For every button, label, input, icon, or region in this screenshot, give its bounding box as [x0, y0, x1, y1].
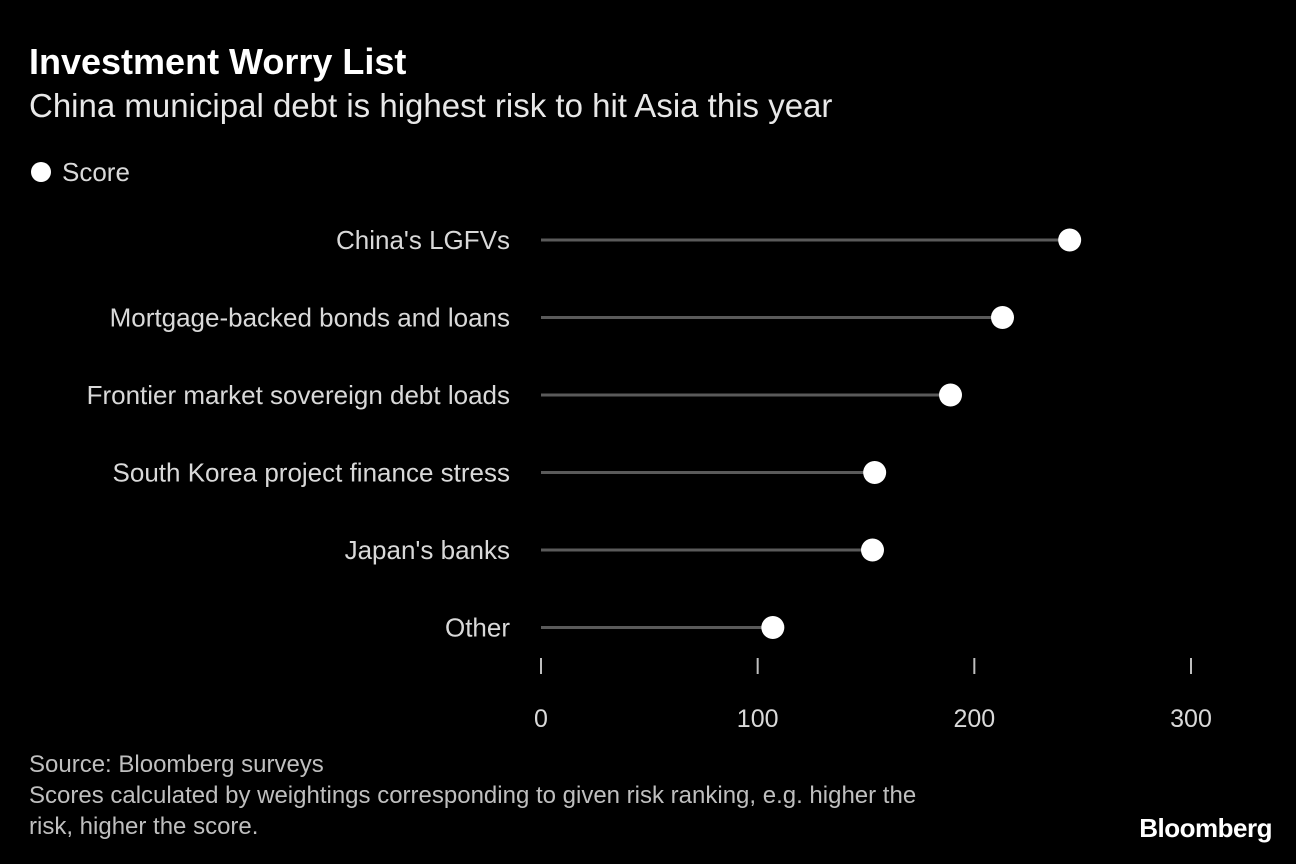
chart-title: Investment Worry List: [29, 41, 407, 82]
legend-score-marker: [31, 162, 51, 182]
category-label-mortgage-backed-bonds-and-loans: Mortgage-backed bonds and loans: [110, 303, 510, 333]
x-tick-label-200: 200: [953, 705, 995, 733]
x-tick-label-300: 300: [1170, 705, 1212, 733]
score-point-china-s-lgfvs: [1058, 228, 1082, 252]
category-label-south-korea-project-finance-stress: South Korea project finance stress: [113, 458, 510, 488]
legend: Score: [31, 155, 130, 189]
category-label-japan-s-banks: Japan's banks: [345, 535, 510, 565]
bloomberg-logo: Bloomberg: [1139, 813, 1272, 843]
score-point-frontier-market-sovereign-debt-loads: [939, 383, 962, 407]
score-point-mortgage-backed-bonds-and-loans: [991, 306, 1014, 329]
x-tick-label-0: 0: [534, 705, 548, 733]
score-point-other: [761, 616, 785, 639]
category-label-china-s-lgfvs: China's LGFVs: [336, 225, 510, 255]
category-label-other: Other: [445, 613, 510, 643]
x-tick-label-100: 100: [737, 705, 779, 733]
methodology-note-line-2: risk, higher the score.: [29, 813, 259, 840]
source-note: Source: Bloomberg surveys: [29, 751, 324, 778]
legend-score-label: Score: [62, 156, 130, 187]
chart-subtitle: China municipal debt is highest risk to …: [29, 87, 833, 124]
footer: Source: Bloomberg surveys Scores calcula…: [29, 749, 1049, 842]
category-label-frontier-market-sovereign-debt-loads: Frontier market sovereign debt loads: [87, 380, 510, 410]
score-point-south-korea-project-finance-stress: [863, 461, 887, 484]
methodology-note-line-1: Scores calculated by weightings correspo…: [29, 782, 917, 809]
score-point-japan-s-banks: [861, 538, 884, 562]
